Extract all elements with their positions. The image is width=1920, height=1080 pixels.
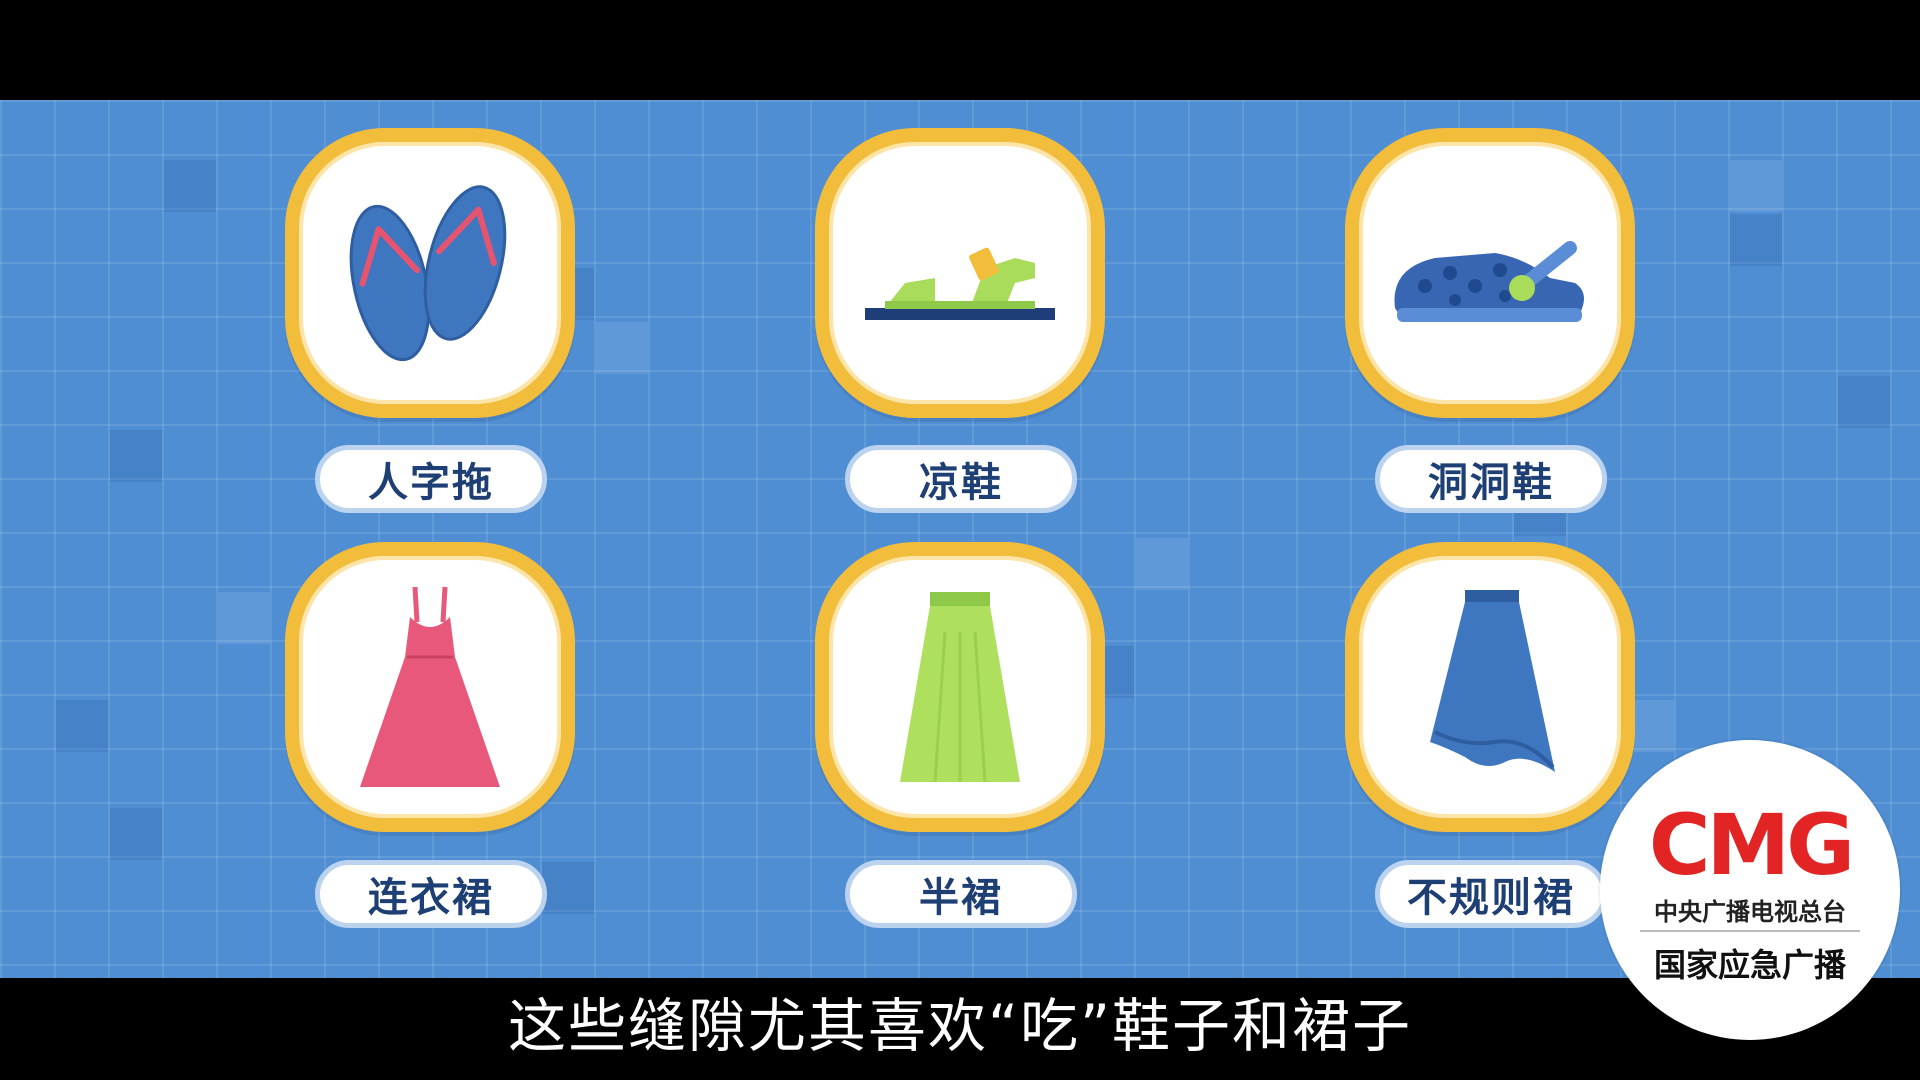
- clog-card: [1345, 128, 1635, 418]
- skirt-card: [815, 542, 1105, 832]
- subtitle: 这些缝隙尤其喜欢“吃”鞋子和裙子: [507, 992, 1413, 1060]
- sandal-card: [815, 128, 1105, 418]
- label-flip-flops: 人字拖: [315, 445, 547, 513]
- cmg-logo: CMG 中央广播电视总台 国家应急广播: [1600, 740, 1900, 1040]
- label-skirt: 半裙: [845, 860, 1077, 928]
- sandal-icon: [865, 247, 1055, 320]
- label-dress: 连衣裙: [315, 860, 547, 928]
- clog-icon: [1394, 241, 1584, 322]
- logo-divider: [1640, 930, 1860, 932]
- flip-flops-card: [285, 128, 575, 418]
- irregular-skirt-icon: [1430, 590, 1555, 772]
- skirt-icon: [900, 592, 1020, 783]
- label-sandal: 凉鞋: [845, 445, 1077, 513]
- label-irregular-skirt: 不规则裙: [1375, 860, 1607, 928]
- logo-line2: 国家应急广播: [1653, 946, 1846, 984]
- dress-icon: [360, 586, 500, 787]
- dress-card: [285, 542, 575, 832]
- flip-flops-icon: [349, 185, 507, 362]
- logo-line1: 中央广播电视总台: [1654, 898, 1846, 926]
- label-clog: 洞洞鞋: [1375, 445, 1607, 513]
- logo-brand: CMG: [1648, 796, 1855, 894]
- irregular-skirt-card: [1345, 542, 1635, 832]
